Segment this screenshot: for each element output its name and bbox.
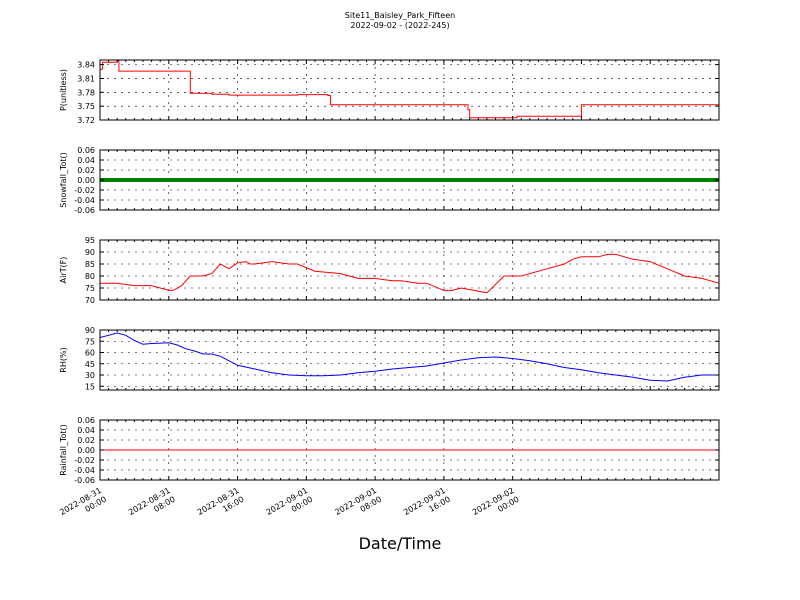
y-tick-label: 3.75: [77, 102, 95, 111]
y-tick-label: -0.04: [74, 466, 95, 475]
y-tick-label: 45: [85, 360, 95, 369]
x-tick-label: 2022-09-0200:00: [471, 486, 521, 526]
y-tick-label: 3.78: [77, 88, 95, 97]
x-tick-label: 2022-09-0100:00: [265, 486, 315, 526]
y-tick-label: -0.02: [74, 456, 95, 465]
y-tick-label: -0.04: [74, 196, 95, 205]
y-tick-label: 0.02: [77, 166, 95, 175]
y-tick-label: 90: [85, 326, 95, 335]
y-tick-label: 0.06: [77, 146, 95, 155]
y-tick-label: 3.84: [77, 61, 95, 70]
y-tick-label: 3.81: [77, 74, 95, 83]
x-tick-label: 2022-09-0116:00: [402, 486, 452, 526]
plot-frame: [99, 239, 720, 301]
y-tick-label: 80: [85, 272, 95, 281]
data-series-2: [100, 253, 720, 294]
x-axis-title: Date/Time: [358, 534, 442, 553]
y-tick-label: 0.00: [77, 446, 95, 455]
y-tick-label: -0.06: [74, 476, 95, 485]
y-tick-label: -0.06: [74, 206, 95, 215]
x-tick-label: 2022-08-3116:00: [196, 486, 246, 526]
y-tick-label: 0.02: [77, 436, 95, 445]
x-tick-label: 2022-08-3108:00: [127, 486, 177, 526]
chart-subtitle: 2022-09-02 - (2022-245): [350, 21, 450, 30]
data-series-3: [99, 332, 719, 382]
plot-frame: [99, 59, 720, 121]
y-tick-label: 0.00: [77, 176, 95, 185]
y-tick-label: 70: [85, 296, 95, 305]
y-tick-label: 0.04: [77, 156, 95, 165]
y-tick-label: 75: [85, 337, 95, 346]
y-axis-label: Rainfall_Tot(): [59, 424, 68, 476]
data-series-0: [100, 60, 720, 119]
y-tick-label: 75: [85, 284, 95, 293]
y-tick-label: 0.06: [77, 416, 95, 425]
y-axis-label: Snowfall_Tot(): [59, 152, 68, 208]
y-tick-label: 90: [85, 248, 95, 257]
y-tick-label: 3.72: [77, 116, 95, 125]
y-tick-label: 60: [85, 349, 95, 358]
y-tick-label: 15: [85, 382, 95, 391]
plot-frame: [99, 329, 720, 391]
y-tick-label: 0.04: [77, 426, 95, 435]
y-axis-label: AirT(F): [59, 257, 68, 284]
y-axis-label: P(unitless): [59, 69, 68, 111]
y-tick-label: 95: [85, 236, 95, 245]
chart-title: Site11_Baisley_Park_Fifteen: [344, 11, 456, 20]
y-tick-label: -0.02: [74, 186, 95, 195]
y-axis-label: RH(%): [59, 347, 68, 372]
x-tick-label: 2022-08-3100:00: [58, 486, 108, 526]
y-tick-label: 30: [85, 371, 95, 380]
x-tick-label: 2022-09-0108:00: [333, 486, 383, 526]
y-tick-label: 85: [85, 260, 95, 269]
